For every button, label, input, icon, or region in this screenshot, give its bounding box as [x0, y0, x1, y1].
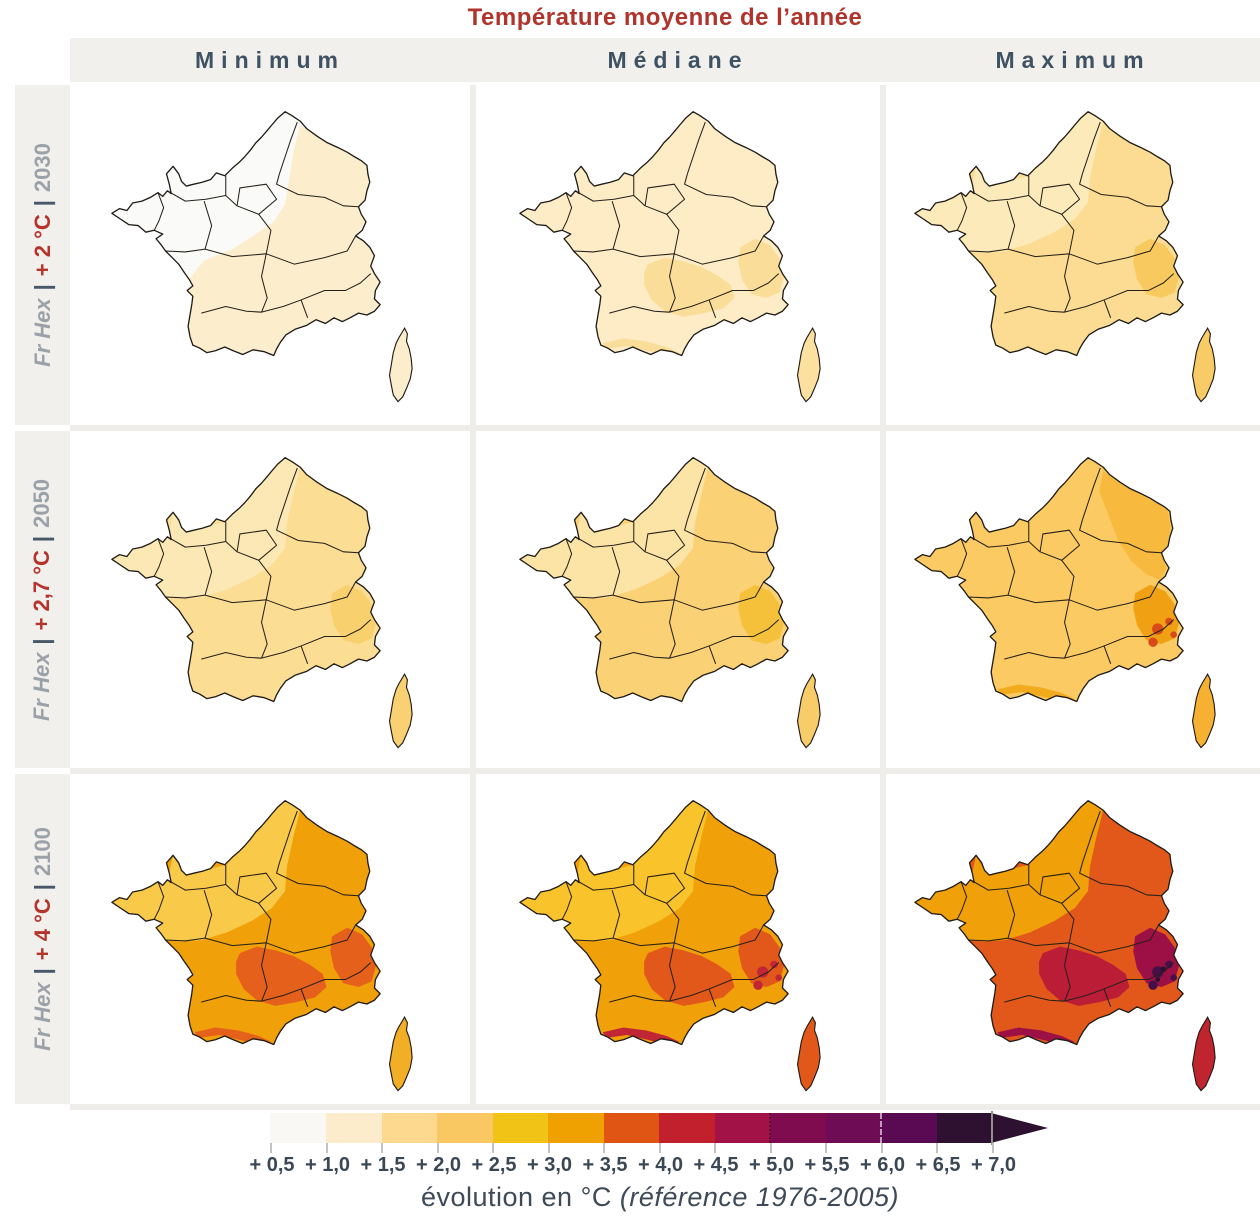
- legend-block: [492, 1113, 548, 1143]
- france-map: [92, 91, 448, 411]
- legend-caption: évolution en °C (référence 1976-2005): [160, 1182, 1160, 1213]
- column-header-band: [70, 38, 1260, 82]
- legend-block: [936, 1113, 992, 1143]
- legend-tick: [325, 1143, 328, 1153]
- legend-block: [714, 1113, 770, 1143]
- legend-block: [547, 1113, 604, 1143]
- legend-block: [880, 1113, 937, 1143]
- legend-tick-label: + 4,0: [637, 1154, 684, 1176]
- map-cell-2050-minimum: [70, 431, 470, 768]
- map-cell-2050-maximum: [886, 431, 1260, 768]
- figure-title: Température moyenne de l’année: [467, 4, 863, 31]
- france-map: [500, 780, 856, 1100]
- row-label-2050: Fr Hex | + 2,7 °C | 2050: [15, 431, 70, 768]
- row-label-text: Fr Hex | + 2,7 °C | 2050: [30, 478, 56, 720]
- legend-tick-label: + 7,0: [970, 1154, 1017, 1176]
- legend-block: [381, 1113, 437, 1143]
- column-header-mediane: Médiane: [607, 47, 749, 73]
- legend-block: [270, 1113, 326, 1143]
- legend-separator-dashed: [880, 1113, 882, 1143]
- row-separator: |: [29, 637, 55, 645]
- row-dataset: Fr Hex: [29, 652, 55, 721]
- france-map: [92, 437, 448, 757]
- france-map: [895, 437, 1251, 757]
- map-cell-2030-maximum: [886, 85, 1260, 425]
- legend-separator-solid: [991, 1111, 993, 1145]
- france-map: [895, 91, 1251, 411]
- row-label-text: Fr Hex | + 4 °C | 2100: [30, 827, 56, 1051]
- legend-tick: [492, 1143, 494, 1153]
- france-map: [500, 91, 856, 411]
- map-cell-2100-minimum: [70, 774, 470, 1104]
- row-separator: |: [29, 535, 55, 542]
- legend-tick: [381, 1143, 383, 1153]
- legend-tick-label: + 5,5: [804, 1154, 850, 1176]
- row-separator: |: [29, 200, 55, 207]
- legend-tick: [991, 1143, 994, 1153]
- map-cell-2100-maximum: [886, 774, 1260, 1104]
- legend-tick-label: + 4,5: [693, 1154, 739, 1176]
- legend-bar: [270, 1111, 1048, 1145]
- row-separator: |: [29, 284, 55, 291]
- legend-tick-label: + 6,0: [859, 1154, 906, 1176]
- france-map: [92, 780, 448, 1100]
- legend-separator-dark: [769, 1113, 771, 1143]
- legend-block: [769, 1113, 826, 1143]
- legend-block: [325, 1113, 382, 1143]
- row-scenario: + 2 °C: [29, 214, 55, 277]
- legend-tick: [936, 1143, 938, 1153]
- legend-block: [658, 1113, 715, 1143]
- legend-tick-label: + 3,0: [526, 1154, 573, 1176]
- france-map: [895, 780, 1251, 1100]
- legend-block: [436, 1113, 493, 1143]
- legend-tick: [603, 1143, 605, 1153]
- column-header-minimum: Minimum: [195, 47, 345, 73]
- legend-tick-label: + 2,5: [471, 1154, 517, 1176]
- legend-tick: [714, 1143, 716, 1153]
- legend-caption-reference: (référence 1976-2005): [619, 1182, 900, 1212]
- legend-tick: [436, 1143, 439, 1153]
- row-dataset: Fr Hex: [29, 298, 55, 367]
- map-cell-2100-mediane: [476, 774, 880, 1104]
- row-separator: |: [29, 884, 55, 891]
- legend-tick: [547, 1143, 550, 1153]
- row-dataset: Fr Hex: [29, 982, 55, 1051]
- france-map: [500, 437, 856, 757]
- row-scenario: + 4 °C: [29, 898, 55, 961]
- map-cell-2050-mediane: [476, 431, 880, 768]
- legend-tick-label: + 5,0: [748, 1154, 795, 1176]
- map-cell-2030-minimum: [70, 85, 470, 425]
- legend-tick: [658, 1143, 661, 1153]
- row-year: 2030: [29, 143, 55, 193]
- row-label-2030: Fr Hex | + 2 °C | 2030: [15, 85, 70, 425]
- legend-tick-label: + 1,0: [304, 1154, 351, 1176]
- map-cell-2030-mediane: [476, 85, 880, 425]
- legend-tick-label: + 2,0: [415, 1154, 462, 1176]
- legend-block: [603, 1113, 659, 1143]
- legend-ticks: + 0,5 + 1,0 + 1,5 + 2,0 + 2,5 + 3,0 + 3,5 + 4,0…: [249, 1143, 1016, 1213]
- row-year: 2050: [29, 478, 55, 528]
- legend-tick-label: + 1,5: [360, 1154, 406, 1176]
- row-year: 2100: [29, 827, 55, 877]
- legend-tick-label: + 3,5: [582, 1154, 628, 1176]
- legend-tick: [769, 1143, 772, 1153]
- legend-arrow-icon: [991, 1113, 1048, 1143]
- column-header-maximum: Maximum: [995, 47, 1151, 73]
- row-scenario: + 2,7 °C: [29, 549, 55, 630]
- row-separator: |: [29, 968, 55, 975]
- legend-tick-label: + 0,5: [249, 1154, 295, 1176]
- legend-tick: [825, 1143, 827, 1153]
- legend-tick: [880, 1143, 883, 1153]
- legend-tick-label: + 6,5: [915, 1154, 961, 1176]
- legend-tick: [270, 1143, 272, 1153]
- row-label-text: Fr Hex | + 2 °C | 2030: [30, 143, 56, 367]
- legend-caption-main: évolution en °C: [420, 1182, 620, 1212]
- legend-block: [825, 1113, 881, 1143]
- row-label-2100: Fr Hex | + 4 °C | 2100: [15, 774, 70, 1104]
